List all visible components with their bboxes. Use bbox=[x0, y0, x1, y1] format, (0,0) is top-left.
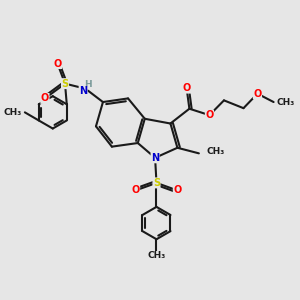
Text: H: H bbox=[84, 80, 92, 89]
Text: O: O bbox=[173, 185, 181, 195]
Text: CH₃: CH₃ bbox=[277, 98, 295, 106]
Text: O: O bbox=[131, 185, 140, 195]
Text: O: O bbox=[182, 83, 191, 93]
Text: S: S bbox=[61, 79, 69, 88]
Text: N: N bbox=[151, 153, 159, 163]
Text: O: O bbox=[41, 93, 49, 103]
Text: CH₃: CH₃ bbox=[207, 148, 225, 157]
Text: N: N bbox=[79, 86, 87, 96]
Text: CH₃: CH₃ bbox=[3, 108, 22, 117]
Text: S: S bbox=[153, 178, 160, 188]
Text: CH₃: CH₃ bbox=[147, 251, 166, 260]
Text: O: O bbox=[205, 110, 214, 120]
Text: O: O bbox=[253, 89, 262, 99]
Text: O: O bbox=[53, 58, 62, 69]
